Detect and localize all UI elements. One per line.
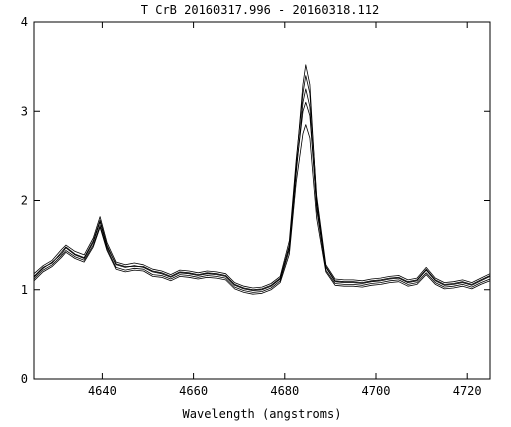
x-tick-label: 4680 bbox=[270, 384, 299, 398]
y-tick-label: 4 bbox=[21, 15, 28, 29]
axis-layer: 4640 4660 4680 4700 4720 0 1 2 3 4 bbox=[21, 15, 490, 398]
series-layer bbox=[33, 64, 491, 295]
chart-title: T CrB 20160317.996 - 20160318.112 bbox=[141, 3, 379, 17]
x-tick-label: 4640 bbox=[88, 384, 117, 398]
spectrum-line-3 bbox=[33, 75, 491, 289]
y-tick-label: 3 bbox=[21, 104, 28, 118]
y-tick-label: 0 bbox=[21, 372, 28, 386]
spectrum-line-1 bbox=[33, 64, 491, 292]
spectrum-line-4 bbox=[33, 124, 491, 295]
y-tick-label: 1 bbox=[21, 283, 28, 297]
x-tick-label: 4700 bbox=[362, 384, 391, 398]
y-tick-label: 2 bbox=[21, 194, 28, 208]
spectrum-line-5 bbox=[33, 101, 491, 291]
x-tick-label: 4720 bbox=[453, 384, 482, 398]
x-axis-label: Wavelength (angstroms) bbox=[183, 407, 342, 421]
plot-frame bbox=[33, 21, 491, 380]
spectrum-line-2 bbox=[33, 88, 491, 293]
x-tick-label: 4660 bbox=[179, 384, 208, 398]
